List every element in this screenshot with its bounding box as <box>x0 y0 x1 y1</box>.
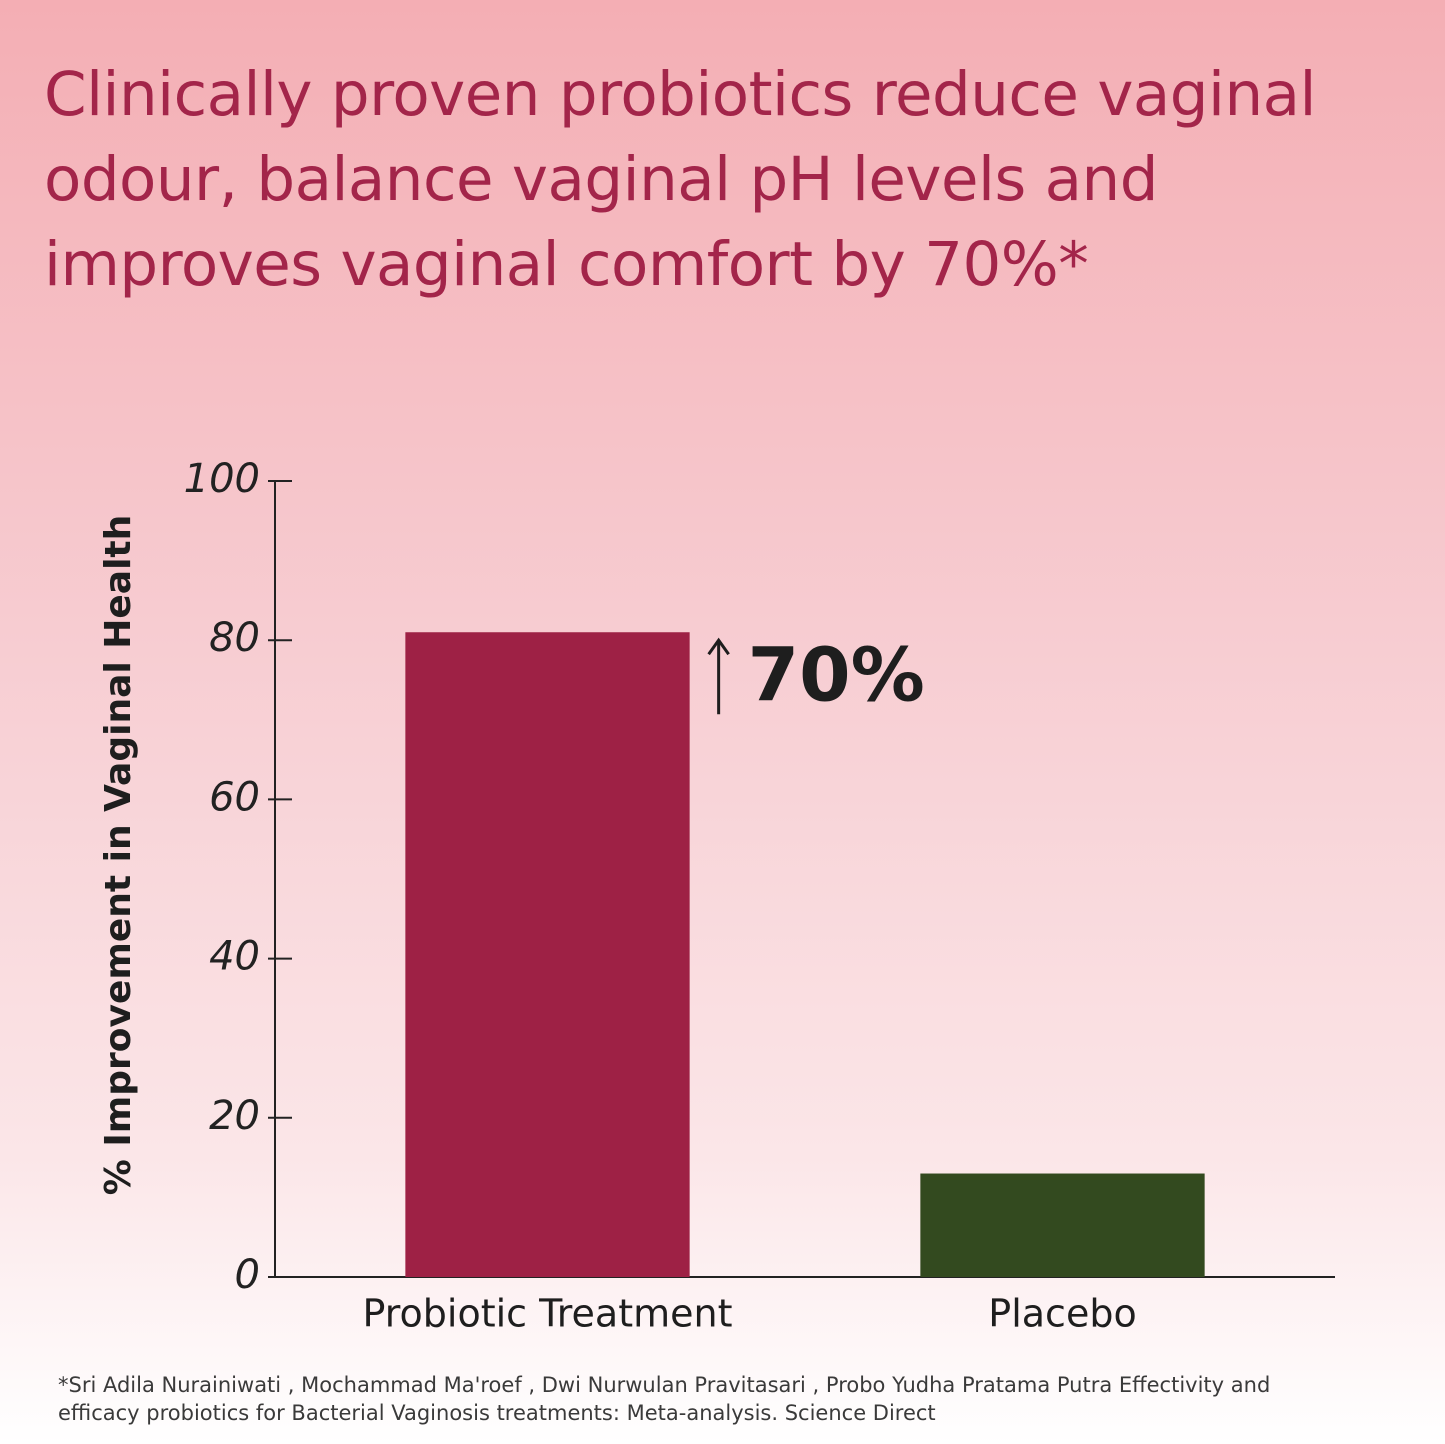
x-tick-label: Placebo <box>988 1292 1136 1336</box>
x-tick-label: Probiotic Treatment <box>363 1292 733 1336</box>
bar <box>920 1173 1205 1277</box>
y-axis-label: % Improvement in Vaginal Health <box>98 515 139 1196</box>
y-tick-label: 60 <box>209 774 260 820</box>
annotation: 70% <box>748 633 925 719</box>
y-tick-label: 0 <box>235 1252 260 1298</box>
y-tick-label: 80 <box>209 615 260 661</box>
bar <box>405 632 690 1277</box>
y-tick-label: 20 <box>209 1093 260 1139</box>
annotation-arrowhead <box>707 637 730 656</box>
chart-title: Clinically proven probiotics reduce vagi… <box>44 59 1316 300</box>
y-tick-label: 100 <box>184 456 260 502</box>
footnote: *Sri Adila Nurainiwati , Mochammad Ma'ro… <box>58 1373 1271 1425</box>
y-tick-label: 40 <box>209 934 260 980</box>
